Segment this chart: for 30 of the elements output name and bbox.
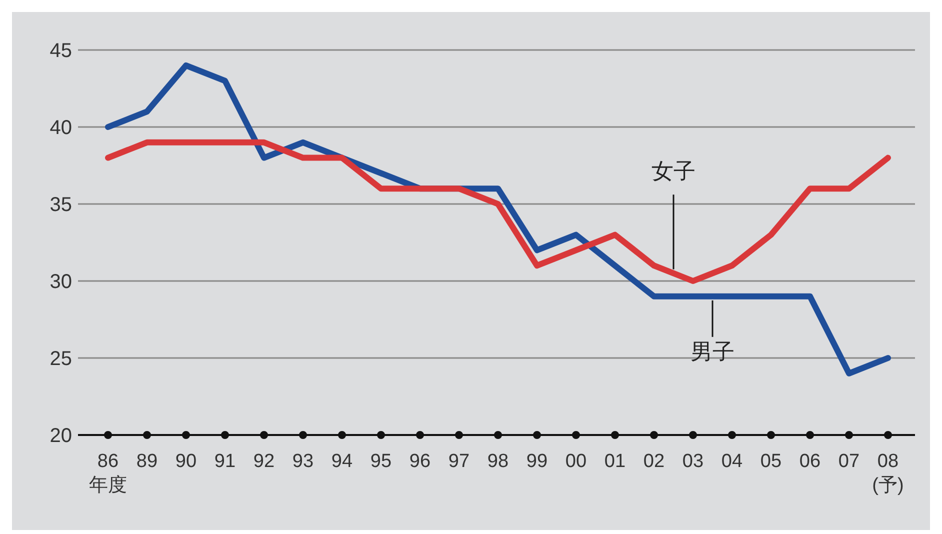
x-tick-label: 02 <box>643 451 665 472</box>
x-tick-label: 00 <box>565 451 587 472</box>
y-tick-label: 35 <box>50 194 72 216</box>
x-tick-label: 01 <box>604 451 626 472</box>
x-tick-label: 93 <box>292 451 314 472</box>
x-tick-label: 92 <box>253 451 275 472</box>
x-tick-label: 03 <box>682 451 704 472</box>
x-tick-label: 86 <box>97 451 119 472</box>
x-tick-label: 96 <box>409 451 431 472</box>
x-tick-label: 08 (予) <box>872 451 904 496</box>
x-tick-label: 98 <box>487 451 509 472</box>
x-tick-label: 91 <box>214 451 236 472</box>
y-tick-label: 45 <box>50 40 72 62</box>
x-tick-label: 06 <box>799 451 821 472</box>
x-tick-label: 07 <box>838 451 860 472</box>
x-axis-title: 年度 <box>89 474 127 496</box>
y-tick-label: 20 <box>50 425 72 447</box>
x-tick-label: 89 <box>136 451 158 472</box>
x-tick-label: 99 <box>526 451 548 472</box>
x-tick-label: 95 <box>370 451 392 472</box>
y-tick-label: 25 <box>50 348 72 370</box>
y-tick-label: 40 <box>50 117 72 139</box>
x-tick-label: 04 <box>721 451 743 472</box>
x-tick-label: 90 <box>175 451 197 472</box>
series-label: 男子 <box>690 338 734 364</box>
x-tick-label: 97 <box>448 451 470 472</box>
x-tick-label: 05 <box>760 451 782 472</box>
y-tick-label: 30 <box>50 271 72 293</box>
text: 女子 <box>652 158 696 184</box>
x-tick-label: 94 <box>331 451 353 472</box>
